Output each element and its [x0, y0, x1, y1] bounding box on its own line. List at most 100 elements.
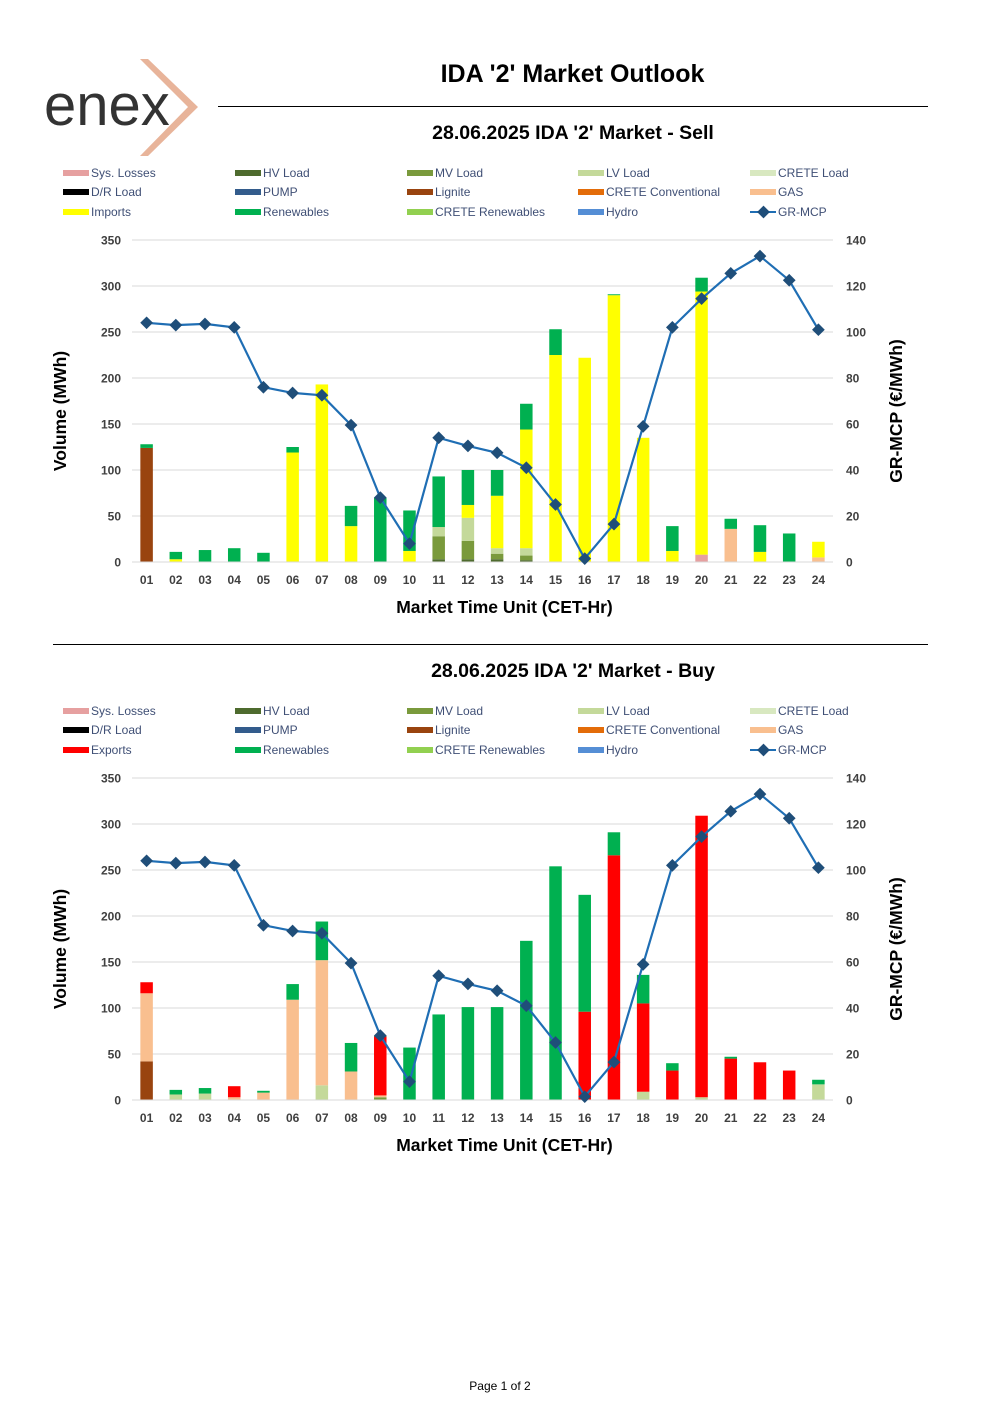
- x-tick-label: 03: [198, 573, 212, 587]
- bar-renewables-16: [578, 894, 591, 1012]
- legend-item-lignite: Lignite: [407, 185, 471, 199]
- y-tick-label: 100: [101, 1002, 121, 1016]
- gr-mcp-point-07: [315, 926, 329, 940]
- x-tick-label: 02: [169, 573, 183, 587]
- legend-item-pump: PUMP: [235, 185, 298, 199]
- bar-renewables-13: [490, 1007, 504, 1100]
- legend-swatch-hydro: [578, 747, 604, 753]
- bar-gas-05: [257, 1092, 270, 1100]
- legend-label-hv-load: HV Load: [263, 704, 310, 718]
- bar-renewables-17: [607, 294, 621, 296]
- y-axis-title: Volume (MWh): [50, 889, 70, 1009]
- gr-mcp-point-09: [373, 1029, 387, 1042]
- legend-label-mv-load: MV Load: [435, 166, 483, 180]
- legend-swatch-renewables: [235, 209, 261, 215]
- bar-renewables-18: [636, 974, 650, 1004]
- y2-tick-label: 0: [846, 556, 853, 570]
- bar-exports-22: [753, 1062, 767, 1100]
- x-tick-label: 16: [578, 573, 592, 587]
- x-tick-label: 13: [490, 573, 504, 587]
- bar-imports-07: [315, 384, 329, 562]
- legend-label-sys-losses: Sys. Losses: [91, 166, 156, 180]
- enex-logo: enex: [40, 55, 210, 160]
- y-tick-label: 350: [101, 234, 121, 248]
- gr-mcp-point-20: [695, 830, 708, 844]
- x-tick-label: 07: [315, 1111, 329, 1125]
- x-tick-label: 20: [695, 1111, 709, 1125]
- legend-item-crete-conventional: CRETE Conventional: [578, 185, 720, 199]
- gr-mcp-point-21: [724, 266, 738, 280]
- x-tick-label: 17: [607, 573, 621, 587]
- legend-swatch-crete-load: [750, 708, 776, 714]
- legend-item-crete-load: CRETE Load: [750, 166, 849, 180]
- y-tick-label: 200: [101, 372, 121, 386]
- bar-imports-12: [461, 504, 475, 518]
- legend-label-crete-renewables: CRETE Renewables: [435, 205, 545, 219]
- bar-renewables-06: [286, 984, 299, 1000]
- legend-label-hv-load: HV Load: [263, 166, 310, 180]
- legend-swatch-crete-conventional: [578, 189, 604, 195]
- legend-item-renewables: Renewables: [235, 743, 329, 757]
- gr-mcp-point-03: [198, 317, 212, 331]
- x-tick-label: 10: [403, 573, 417, 587]
- bar-imports-06: [286, 452, 299, 562]
- y-tick-label: 50: [108, 510, 122, 524]
- gr-mcp-point-13: [490, 446, 504, 460]
- bar-renewables-22: [753, 525, 767, 552]
- x-tick-label: 23: [783, 1111, 797, 1125]
- bar-renewables-09: [374, 497, 387, 562]
- bar-renewables-23: [782, 533, 796, 562]
- x-tick-label: 21: [724, 1111, 738, 1125]
- bar-lv-load-13: [490, 548, 504, 554]
- bar-exports-21: [724, 1058, 738, 1100]
- bar-imports-19: [666, 550, 679, 562]
- legend-item-lv-load: LV Load: [578, 704, 650, 718]
- legend-swatch-crete-conventional: [578, 727, 604, 733]
- legend-item-gr-mcp: GR-MCP: [750, 743, 827, 757]
- chart-title: 28.06.2025 IDA '2' Market - Sell: [432, 122, 714, 144]
- y2-tick-label: 140: [846, 234, 866, 248]
- bar-renewables-08: [344, 1042, 358, 1072]
- sell-chart: 28.06.2025 IDA '2' Market - Sell Sys. Los…: [0, 110, 1000, 630]
- legend-item-lv-load: LV Load: [578, 166, 650, 180]
- y-tick-label: 150: [101, 418, 121, 432]
- bar-renewables-14: [520, 940, 533, 1100]
- legend-item-pump: PUMP: [235, 723, 298, 737]
- legend-item-hydro: Hydro: [578, 743, 638, 757]
- legend-swatch-pump: [235, 727, 261, 733]
- bar-imports-14: [520, 429, 533, 549]
- legend-swatch-mv-load: [407, 170, 433, 176]
- bar-lv-load-11: [432, 527, 445, 537]
- bar-renewables-14: [520, 403, 533, 430]
- bar-renewables-19: [666, 526, 679, 551]
- legend-swatch-imports: [63, 209, 89, 215]
- y-tick-label: 0: [114, 1094, 121, 1108]
- gr-mcp-point-09: [373, 491, 387, 504]
- bar-renewables-02: [169, 551, 183, 560]
- legend-swatch-gas: [750, 727, 776, 733]
- x-tick-label: 06: [286, 1111, 300, 1125]
- legend-item-renewables: Renewables: [235, 205, 329, 219]
- y-tick-label: 300: [101, 280, 121, 294]
- legend-label-d-r-load: D/R Load: [91, 723, 142, 737]
- chart-svg: 28.06.2025 IDA '2' Market - Sell Sys. Los…: [50, 122, 906, 617]
- x-tick-label: 18: [636, 573, 650, 587]
- x-tick-label: 23: [783, 573, 797, 587]
- bar-exports-17: [607, 855, 621, 1100]
- legend-label-pump: PUMP: [263, 185, 298, 199]
- bar-lv-load-02: [169, 1094, 183, 1100]
- gr-mcp-line: [146, 792, 820, 1099]
- bar-renewables-13: [490, 470, 504, 496]
- y-tick-label: 200: [101, 910, 121, 924]
- x-tick-label: 08: [344, 573, 358, 587]
- section-divider: [53, 644, 928, 645]
- y2-tick-label: 140: [846, 772, 866, 786]
- bar-imports-08: [344, 526, 358, 562]
- y-tick-label: 50: [108, 1048, 122, 1062]
- bar-sys-losses-20: [695, 554, 708, 562]
- y2-tick-label: 60: [846, 956, 860, 970]
- bar-renewables-02: [169, 1089, 183, 1095]
- gr-mcp-point-21: [724, 804, 738, 818]
- y2-tick-label: 80: [846, 372, 860, 386]
- gr-mcp-point-12: [461, 977, 475, 991]
